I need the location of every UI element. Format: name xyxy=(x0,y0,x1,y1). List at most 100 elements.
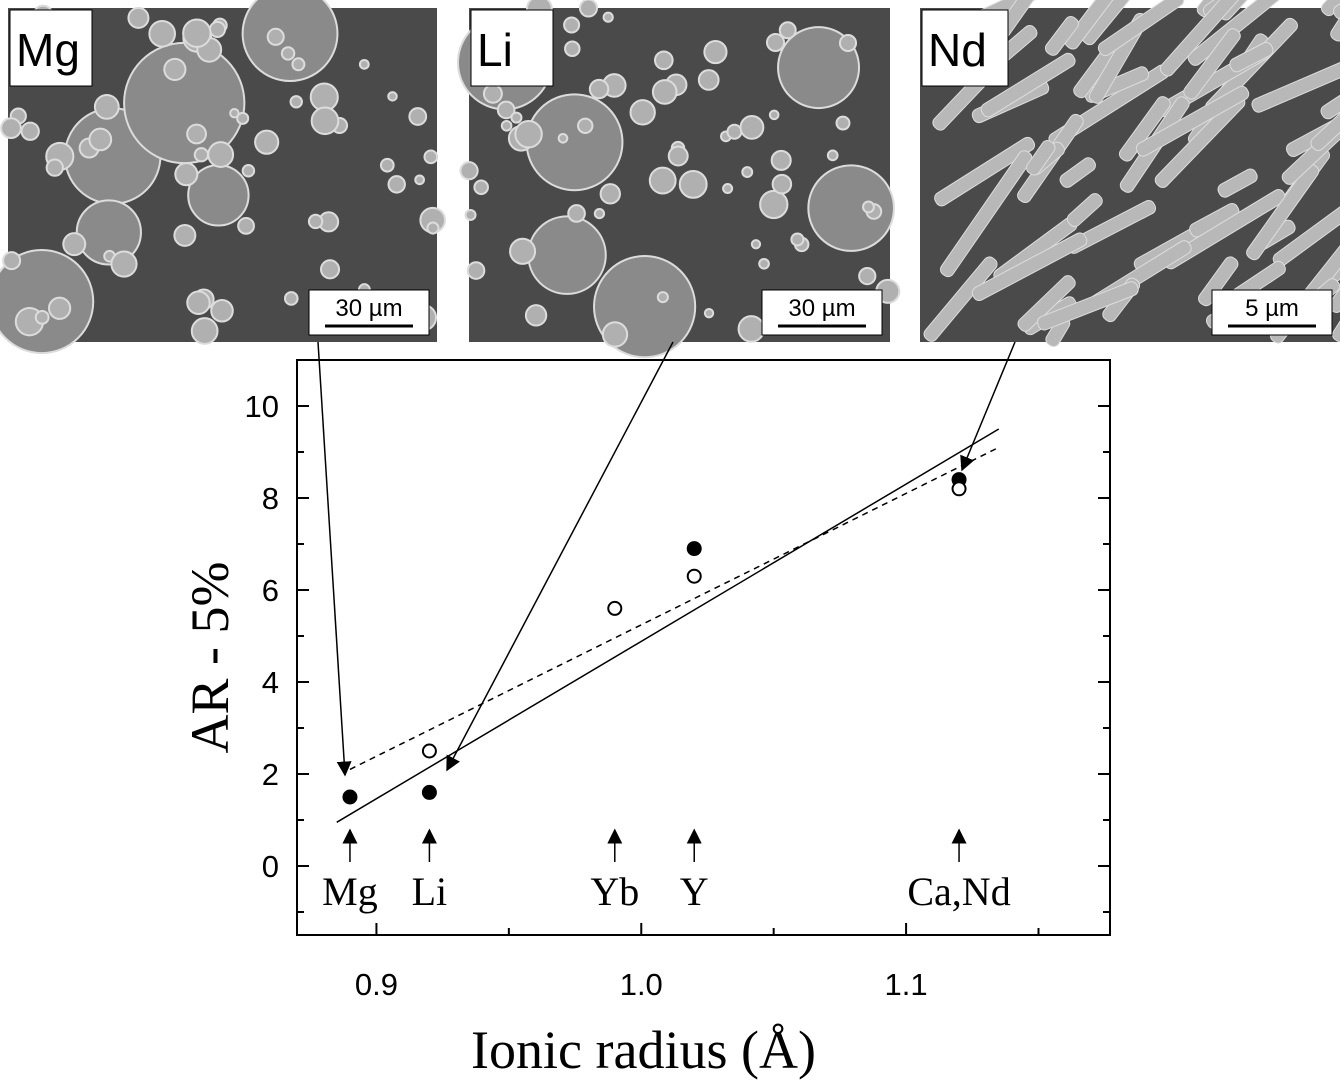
crystal xyxy=(656,291,669,304)
crystal xyxy=(1251,59,1340,113)
crystal xyxy=(629,99,656,126)
crystal xyxy=(741,166,754,179)
crystal xyxy=(62,232,87,257)
crystal xyxy=(980,52,1076,118)
crystal xyxy=(838,33,858,53)
crystal xyxy=(190,317,219,345)
crystal xyxy=(1333,0,1340,20)
crystal xyxy=(500,119,513,132)
crystal xyxy=(20,121,40,141)
crystal xyxy=(1330,0,1340,42)
crystal xyxy=(182,18,212,48)
crystal xyxy=(283,291,299,306)
sem-image: Nd 5 µm xyxy=(920,0,1340,347)
image-pointer xyxy=(446,341,674,772)
x-tick-label: 1.1 xyxy=(885,967,928,1002)
crystal xyxy=(777,26,861,110)
image-label-box xyxy=(470,9,554,87)
crystal xyxy=(163,57,187,81)
crystal xyxy=(1332,286,1340,343)
crystal xyxy=(1246,163,1320,261)
crystal xyxy=(45,158,64,177)
crystal xyxy=(473,179,489,196)
crystal xyxy=(648,166,677,195)
crystal xyxy=(826,149,839,162)
crystal xyxy=(577,117,594,134)
crystal xyxy=(1320,36,1340,120)
crystal xyxy=(291,57,306,72)
crystal xyxy=(207,141,235,168)
crystal xyxy=(1159,0,1254,77)
crystal xyxy=(1017,275,1076,332)
crystal xyxy=(514,119,543,149)
crystal xyxy=(174,162,199,187)
data-point xyxy=(421,784,437,800)
crystal xyxy=(1059,157,1096,188)
crystal xyxy=(464,208,477,221)
data-point xyxy=(686,541,702,557)
image-pointer xyxy=(317,341,352,777)
image-label: Nd xyxy=(928,24,987,76)
crystal xyxy=(739,114,765,140)
y-tick-label: 4 xyxy=(262,665,279,700)
crystal xyxy=(737,315,766,343)
crystal xyxy=(387,91,398,102)
crystal xyxy=(75,199,142,266)
y-tick-label: 2 xyxy=(262,757,279,792)
crystal xyxy=(1320,0,1340,17)
crystal xyxy=(778,21,797,40)
crystal xyxy=(1097,0,1185,57)
data-point xyxy=(607,600,623,616)
crystal xyxy=(750,239,762,250)
crystal xyxy=(524,304,548,327)
crystal xyxy=(88,127,113,152)
scale-label: 30 µm xyxy=(788,295,855,322)
crystal xyxy=(563,16,581,34)
crystal xyxy=(148,19,176,48)
crystal xyxy=(241,163,256,178)
scale-label: 5 µm xyxy=(1245,295,1299,322)
image-label: Mg xyxy=(16,24,80,76)
fit-line xyxy=(349,446,1000,771)
y-tick-label: 0 xyxy=(262,849,279,884)
crystal xyxy=(697,69,720,91)
image-label: Li xyxy=(477,24,513,76)
crystal xyxy=(923,256,998,342)
crystal xyxy=(667,145,689,167)
crystal xyxy=(771,173,793,195)
crystal xyxy=(379,157,395,173)
plot-frame xyxy=(296,359,1111,936)
crystal xyxy=(722,182,734,195)
sem-image: Mg 30 µm xyxy=(0,0,446,355)
crystal xyxy=(280,46,296,61)
crystal xyxy=(2,251,22,271)
annotation: Mg xyxy=(322,869,378,914)
crystal xyxy=(241,0,339,82)
fit-line xyxy=(336,428,1000,823)
crystal xyxy=(482,83,503,104)
crystal xyxy=(835,115,851,131)
crystal xyxy=(525,93,624,192)
data-point xyxy=(686,568,702,584)
crystal xyxy=(0,117,22,140)
crystal xyxy=(593,207,606,220)
crystal xyxy=(703,307,715,319)
crystal xyxy=(173,223,197,247)
crystal xyxy=(266,27,285,46)
crystal xyxy=(726,123,743,140)
crystal xyxy=(210,298,234,323)
crystal xyxy=(939,150,1033,278)
y-axis-title: AR - 5% xyxy=(180,562,240,754)
crystal xyxy=(193,147,210,163)
crystal xyxy=(127,6,150,29)
crystal xyxy=(1183,28,1241,100)
crystal xyxy=(408,107,428,126)
crystal xyxy=(765,32,786,53)
crystal xyxy=(93,93,120,120)
crystal xyxy=(934,136,1036,207)
crystal xyxy=(310,106,340,136)
crystal xyxy=(1118,96,1171,162)
crystal xyxy=(110,250,138,278)
crystal xyxy=(527,215,607,295)
